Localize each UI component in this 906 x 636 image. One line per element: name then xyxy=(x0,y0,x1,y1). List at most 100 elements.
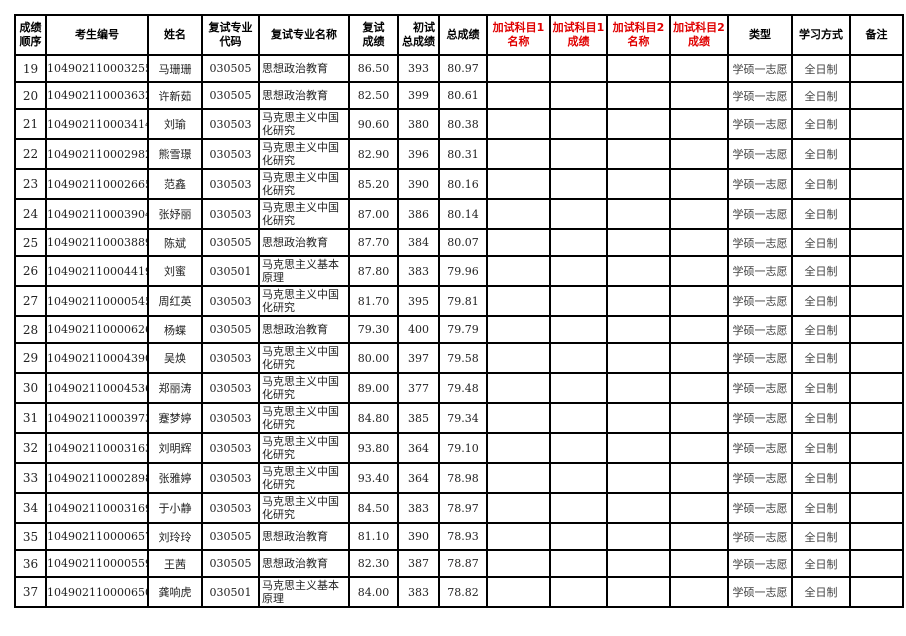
total-score-cell: 80.16 xyxy=(438,168,488,200)
table-row: 20 104902110003632 许新茹 030505 思想政治教育 82.50 399… xyxy=(14,81,904,110)
type-cell: 学硕一志愿 xyxy=(727,492,793,524)
extra-subject1-name-cell xyxy=(486,138,551,170)
extra-subject2-score-cell xyxy=(669,549,729,578)
column-header-text: 类型 xyxy=(749,28,771,41)
column-header-text: 备注 xyxy=(865,28,888,41)
study-mode-cell: 全日制 xyxy=(791,228,851,257)
extra-subject2-name-cell xyxy=(606,138,671,170)
remark-cell xyxy=(849,255,904,287)
extra-subject2-score-cell xyxy=(669,228,729,257)
extra-subject1-score-cell xyxy=(549,228,608,257)
initial-score-cell: 364 xyxy=(397,432,440,464)
major-name-cell: 马克思主义基本原理 xyxy=(258,576,350,608)
name-cell: 张妤丽 xyxy=(147,198,203,230)
table-row: 36 104902110000559 王茜 030505 思想政治教育 82.30 387 7… xyxy=(14,549,904,578)
remark-cell xyxy=(849,315,904,344)
major-code-cell: 030503 xyxy=(201,342,260,374)
major-code-cell: 030505 xyxy=(201,81,260,110)
rank-cell: 33 xyxy=(14,462,47,494)
initial-score-cell: 385 xyxy=(397,402,440,434)
study-mode-cell: 全日制 xyxy=(791,198,851,230)
type-cell: 学硕一志愿 xyxy=(727,315,793,344)
study-mode-cell: 全日制 xyxy=(791,462,851,494)
type-cell: 学硕一志愿 xyxy=(727,402,793,434)
retest-score-cell: 81.70 xyxy=(348,285,399,317)
major-name-cell: 马克思主义中国化研究 xyxy=(258,285,350,317)
type-cell: 学硕一志愿 xyxy=(727,522,793,551)
rank-cell: 30 xyxy=(14,372,47,404)
candidate-id-cell: 104902110000626 xyxy=(45,315,149,344)
major-name-cell: 马克思主义中国化研究 xyxy=(258,138,350,170)
initial-score-cell: 364 xyxy=(397,462,440,494)
major-name-cell: 马克思主义中国化研究 xyxy=(258,108,350,140)
column-header: 加试科目2名称 xyxy=(606,14,671,56)
rank-cell: 20 xyxy=(14,81,47,110)
extra-subject2-score-cell xyxy=(669,402,729,434)
major-code-cell: 030503 xyxy=(201,108,260,140)
extra-subject1-name-cell xyxy=(486,285,551,317)
extra-subject2-name-cell xyxy=(606,285,671,317)
study-mode-cell: 全日制 xyxy=(791,492,851,524)
retest-score-cell: 87.70 xyxy=(348,228,399,257)
study-mode-cell: 全日制 xyxy=(791,285,851,317)
name-cell: 周红英 xyxy=(147,285,203,317)
major-code-cell: 030505 xyxy=(201,315,260,344)
column-header-text: 复试专业代码 xyxy=(208,21,253,48)
major-name-cell: 马克思主义基本原理 xyxy=(258,255,350,287)
study-mode-cell: 全日制 xyxy=(791,576,851,608)
table-row: 32 104902110003163 刘明辉 030503 马克思主义中国化研究 93.8… xyxy=(14,432,904,464)
extra-subject1-score-cell xyxy=(549,138,608,170)
major-name-cell: 马克思主义中国化研究 xyxy=(258,462,350,494)
table-row: 35 104902110000657 刘玲玲 030505 思想政治教育 81.10 390… xyxy=(14,522,904,551)
extra-subject2-score-cell xyxy=(669,315,729,344)
table-row: 25 104902110003889 陈斌 030505 思想政治教育 87.70 384 8… xyxy=(14,228,904,257)
major-name-cell: 马克思主义中国化研究 xyxy=(258,402,350,434)
candidate-id-cell: 104902110003255 xyxy=(45,54,149,83)
major-name-cell: 思想政治教育 xyxy=(258,81,350,110)
column-header: 复试专业代码 xyxy=(201,14,260,56)
major-name-cell: 马克思主义中国化研究 xyxy=(258,432,350,464)
rank-cell: 32 xyxy=(14,432,47,464)
extra-subject2-name-cell xyxy=(606,402,671,434)
retest-score-cell: 80.00 xyxy=(348,342,399,374)
extra-subject1-score-cell xyxy=(549,285,608,317)
rank-cell: 36 xyxy=(14,549,47,578)
study-mode-cell: 全日制 xyxy=(791,522,851,551)
extra-subject1-name-cell xyxy=(486,342,551,374)
major-name-cell: 思想政治教育 xyxy=(258,54,350,83)
table-row: 19 104902110003255 马珊珊 030505 思想政治教育 86.50 393… xyxy=(14,54,904,83)
major-code-cell: 030503 xyxy=(201,285,260,317)
column-header-text: 加试科目1名称 xyxy=(492,21,545,48)
initial-score-cell: 387 xyxy=(397,549,440,578)
remark-cell xyxy=(849,522,904,551)
rank-cell: 35 xyxy=(14,522,47,551)
remark-cell xyxy=(849,138,904,170)
column-header: 初试总成绩 xyxy=(397,14,440,56)
name-cell: 许新茹 xyxy=(147,81,203,110)
extra-subject2-name-cell xyxy=(606,255,671,287)
total-score-cell: 80.14 xyxy=(438,198,488,230)
column-header-text: 姓名 xyxy=(164,28,186,41)
initial-score-cell: 400 xyxy=(397,315,440,344)
type-cell: 学硕一志愿 xyxy=(727,108,793,140)
remark-cell xyxy=(849,198,904,230)
table-row: 21 104902110003414 刘瑜 030503 马克思主义中国化研究 90.60… xyxy=(14,108,904,140)
type-cell: 学硕一志愿 xyxy=(727,168,793,200)
type-cell: 学硕一志愿 xyxy=(727,228,793,257)
table-row: 23 104902110002665 范鑫 030503 马克思主义中国化研究 85.20… xyxy=(14,168,904,200)
extra-subject2-name-cell xyxy=(606,81,671,110)
remark-cell xyxy=(849,462,904,494)
name-cell: 陈斌 xyxy=(147,228,203,257)
extra-subject1-score-cell xyxy=(549,255,608,287)
major-name-cell: 马克思主义中国化研究 xyxy=(258,168,350,200)
rank-cell: 29 xyxy=(14,342,47,374)
column-header-text: 考生编号 xyxy=(75,28,119,41)
extra-subject2-name-cell xyxy=(606,198,671,230)
initial-score-cell: 393 xyxy=(397,54,440,83)
table-row: 27 104902110000545 周红英 030503 马克思主义中国化研究 81.7… xyxy=(14,285,904,317)
retest-score-cell: 82.30 xyxy=(348,549,399,578)
extra-subject1-score-cell xyxy=(549,108,608,140)
total-score-cell: 78.98 xyxy=(438,462,488,494)
column-header: 考生编号 xyxy=(45,14,149,56)
candidate-id-cell: 104902110003889 xyxy=(45,228,149,257)
